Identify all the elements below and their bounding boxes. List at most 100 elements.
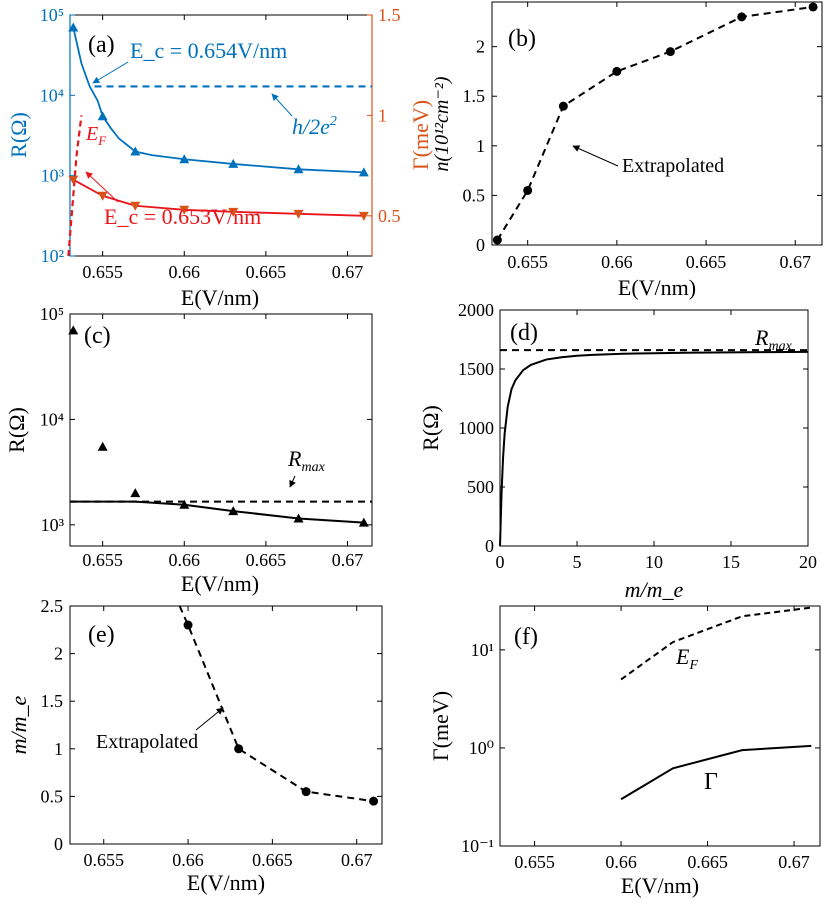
panel-e-label: (e): [88, 622, 115, 648]
a-left-ytick-label: 10⁴: [40, 85, 64, 105]
b-xtick-label: 0.66: [601, 252, 633, 272]
n-point: [492, 235, 502, 245]
b-xtick-label: 0.67: [779, 252, 811, 272]
d-xtick-label: 0: [496, 552, 505, 572]
r-point: [358, 167, 369, 177]
d-ytick-label: 0: [485, 536, 494, 556]
panel-c-rmax-arrow: [289, 475, 296, 488]
panel-e-extrapolated: Extrapolated: [96, 731, 198, 753]
panel-d-label: (d): [510, 320, 538, 346]
panel-d-xlabel: m/m_e: [625, 577, 684, 602]
r-point: [97, 111, 108, 121]
panel-a-ec-red-arrow: [85, 171, 119, 203]
m-line: [178, 605, 374, 803]
gamma-point: [179, 205, 190, 215]
panel-b-extrapolated: Extrapolated: [622, 155, 724, 177]
m-point: [234, 744, 244, 754]
c-ytick-label: 10⁴: [40, 409, 64, 429]
f-xtick-label: 0.67: [778, 852, 810, 872]
gamma-point: [228, 207, 239, 217]
d-xtick-label: 15: [722, 552, 740, 572]
panel-a-ec-red: E_c = 0.653V/nm: [104, 204, 261, 229]
gamma-point: [68, 175, 79, 185]
ef-line: [67, 115, 83, 257]
panel-c-xlabel: E(V/nm): [181, 571, 259, 596]
a-right-ytick-label: 1: [378, 105, 387, 125]
measured-point: [97, 441, 108, 451]
n-point: [558, 101, 568, 111]
a-xtick-label: 0.655: [82, 262, 123, 282]
r-point: [68, 22, 79, 32]
panel-b-extrapolated-arrow: [572, 145, 619, 167]
panel-a-ec-blue-arrow: [92, 61, 129, 84]
r-of-m-line: [499, 350, 809, 547]
panel-e: 0.655 0.66 0.665 0.67 0 0.5 1 1.5 2 2.5 (e) Extra…: [6, 596, 383, 895]
e-ytick-label: 2: [54, 644, 63, 664]
e-xtick-label: 0.655: [83, 850, 124, 870]
a-xtick-label: 0.66: [169, 262, 201, 282]
f-xtick-label: 0.655: [514, 852, 555, 872]
c-ytick-label: 10³: [41, 515, 65, 535]
n-point: [808, 2, 818, 12]
f-xtick-label: 0.66: [605, 852, 637, 872]
gamma-line: [620, 744, 812, 801]
e-ytick-label: 0: [54, 834, 63, 854]
n-point: [612, 66, 622, 76]
panel-c-label: (c): [84, 323, 111, 349]
r-point: [293, 164, 304, 174]
c-ytick-label: 10⁵: [40, 304, 64, 324]
c-xtick-label: 0.655: [82, 550, 123, 570]
gamma-point: [358, 211, 369, 221]
panel-f-label: (f): [514, 624, 538, 650]
panel-b-frame: [491, 1, 823, 246]
c-xtick-label: 0.66: [169, 550, 201, 570]
d-ytick-label: 1000: [458, 418, 494, 438]
b-ytick-label: 1: [476, 136, 485, 156]
d-xtick-label: 20: [799, 552, 817, 572]
measured-point: [358, 517, 369, 527]
d-ytick-label: 2000: [458, 300, 494, 320]
measured-point: [293, 513, 304, 523]
e-xtick-label: 0.67: [341, 850, 373, 870]
n-point: [737, 12, 747, 22]
panel-b-ylabel: n(10¹²cm⁻²): [431, 76, 453, 172]
measured-point: [179, 499, 190, 509]
e-xtick-label: 0.665: [252, 850, 293, 870]
n-line: [496, 5, 814, 241]
panel-f: 0.655 0.66 0.665 0.67 10⁻¹ 10⁰ 10¹ (f) EF Γ E(…: [428, 605, 821, 898]
m-point: [183, 620, 193, 630]
panel-c-ylabel: R(Ω): [4, 407, 29, 453]
panel-a-h2e2-label: h/2e2: [292, 114, 337, 139]
panel-c-frame: [69, 313, 373, 547]
f-ytick-label: 10¹: [471, 640, 494, 660]
c-xtick-label: 0.665: [246, 550, 287, 570]
e-ytick-label: 1.5: [41, 691, 64, 711]
b-ytick-label: 2: [476, 37, 485, 57]
r-point: [130, 146, 141, 156]
n-point: [523, 185, 533, 195]
panel-e-ylabel: m/m_e: [6, 695, 31, 754]
panel-b-xlabel: E(V/nm): [618, 275, 696, 300]
panel-f-frame: [499, 605, 821, 847]
gamma-point: [293, 209, 304, 219]
r-point: [179, 154, 190, 164]
d-ytick-label: 500: [467, 477, 494, 497]
panel-f-ef-label: EF: [675, 644, 698, 673]
panel-f-xlabel: E(V/nm): [621, 873, 699, 898]
panel-d-rmax-label: Rmax: [754, 325, 793, 354]
e-ytick-label: 2.5: [41, 596, 64, 616]
model-line: [70, 500, 364, 524]
panel-a-h2e2-arrow: [271, 93, 293, 117]
panel-e-extrapolated-arrow: [195, 707, 224, 731]
b-xtick-label: 0.665: [686, 252, 727, 272]
gamma-point: [130, 201, 141, 211]
d-xtick-label: 10: [645, 552, 663, 572]
panel-a: 0.655 0.66 0.665 0.67 10² 10³ 10⁴ 10⁵ 0.5 1 1.5 (a…: [6, 5, 433, 310]
panel-f-ylabel: Γ(meV): [428, 691, 453, 761]
panel-a-xlabel: E(V/nm): [181, 285, 259, 310]
n-point: [665, 47, 675, 57]
panel-b: 0.655 0.66 0.665 0.67 0 0.5 1 1.5 2 (b) Extrapol…: [431, 1, 823, 300]
d-xtick-label: 5: [573, 552, 582, 572]
a-left-ytick-label: 10³: [41, 166, 65, 186]
